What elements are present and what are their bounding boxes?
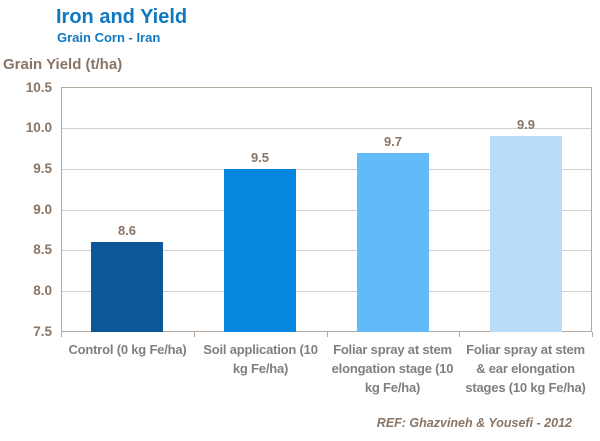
y-tick-label: 9.5 (33, 161, 52, 176)
gridline (62, 250, 591, 251)
bar (91, 242, 163, 332)
x-tick-mark (61, 332, 62, 337)
bar-value-label: 8.6 (117, 223, 137, 238)
gridline (62, 291, 591, 292)
reference-text: REF: Ghazvineh & Yousefi - 2012 (376, 416, 572, 430)
y-tick-label: 9.0 (33, 202, 52, 217)
x-tick-mark (327, 332, 328, 337)
chart-title: Iron and Yield (56, 6, 188, 28)
bar-value-label: 9.7 (383, 134, 403, 149)
bar (490, 136, 562, 332)
bar (357, 153, 429, 332)
chart-subtitle: Grain Corn - Iran (57, 30, 161, 45)
x-tick-mark (592, 332, 593, 337)
x-category-label: Foliar spray at stem & ear elongation st… (465, 342, 586, 395)
gridline (62, 128, 591, 129)
y-tick-label: 10.5 (25, 80, 52, 95)
x-tick-mark (194, 332, 195, 337)
y-tick-label: 8.0 (33, 283, 52, 298)
y-tick-label: 10.0 (25, 120, 52, 135)
x-category-label: Soil application (10 kg Fe/ha) (203, 342, 318, 376)
gridline (62, 169, 591, 170)
y-tick-label: 7.5 (33, 324, 52, 339)
plot-area: 8.6 9.5 9.7 9.9 (61, 87, 592, 332)
bar (224, 169, 296, 332)
y-axis-title: Grain Yield (t/ha) (3, 56, 123, 73)
gridline (62, 210, 591, 211)
x-category-label: Control (0 kg Fe/ha) (68, 342, 187, 357)
x-tick-mark (459, 332, 460, 337)
x-category-label: Foliar spray at stem elongation stage (1… (331, 342, 454, 395)
y-tick-label: 8.5 (33, 242, 52, 257)
bar-value-label: 9.9 (516, 117, 536, 132)
bar-value-label: 9.5 (250, 150, 270, 165)
